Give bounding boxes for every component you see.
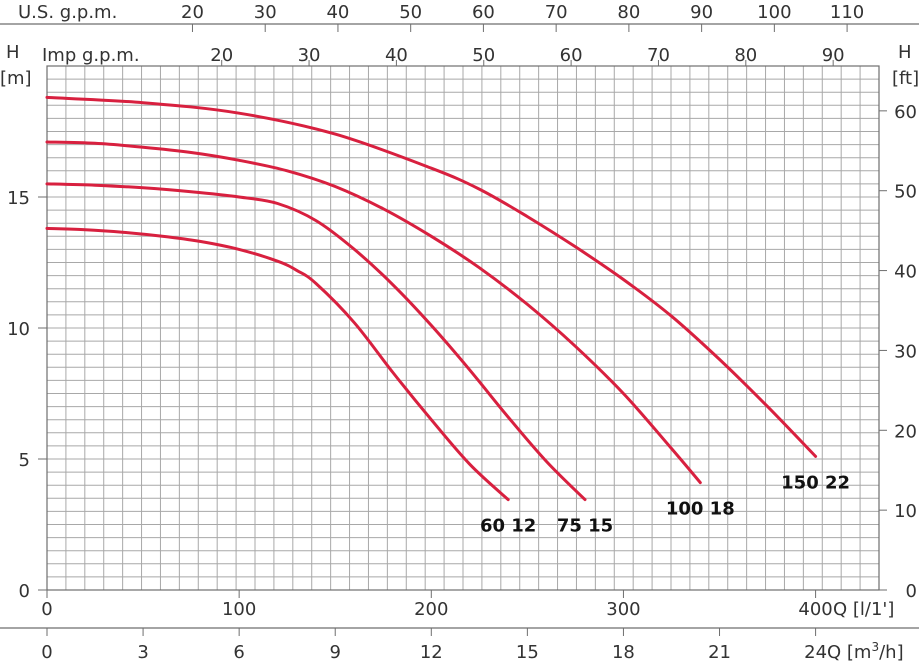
pump-curve (45, 182, 587, 502)
pump-curve (45, 140, 702, 485)
bottom-axis-m3h-label: Q [m3/h] (827, 640, 904, 663)
top-imp-tick-label: 70 (647, 45, 670, 66)
left-tick-label: 5 (19, 450, 30, 471)
grid (47, 66, 879, 590)
left-axis-title: H (6, 42, 20, 63)
right-tick-label: 40 (894, 262, 917, 283)
top-imp-tick-label: 20 (210, 45, 233, 66)
top-us-tick-label: 90 (690, 2, 713, 23)
bottom-axis-lpm-label: Q [l/1'] (833, 599, 894, 620)
top-us-tick-label: 80 (617, 2, 640, 23)
bottom-lpm-tick-label: 400 (798, 599, 832, 620)
pump-curves (45, 95, 818, 502)
top-us-tick-label: 100 (757, 2, 791, 23)
m3h-label-main: Q [m (827, 642, 871, 663)
top-axis-us-gpm-label: U.S. g.p.m. (18, 2, 117, 23)
m3h-label-superscript: 3 (871, 640, 879, 654)
top-imp-tick-label: 30 (298, 45, 321, 66)
right-axis-title: H (898, 42, 912, 63)
bottom-lpm-tick-label: 0 (41, 599, 52, 620)
top-us-tick-label: 50 (399, 2, 422, 23)
pump-curve (45, 95, 818, 458)
right-tick-label: 10 (894, 501, 917, 522)
bottom-m3h-tick-label: 24 (804, 642, 827, 663)
bottom-lpm-tick-label: 100 (222, 599, 256, 620)
right-tick-label: 0 (906, 581, 917, 602)
top-axis-imp-gpm-label: Imp g.p.m. (42, 45, 140, 66)
bottom-m3h-tick-label: 15 (516, 642, 539, 663)
left-tick-label: 0 (19, 581, 30, 602)
top-us-tick-label: 60 (472, 2, 495, 23)
right-tick-label: 60 (894, 102, 917, 123)
curve-labels: 60 12 75 15 100 18 150 22 (480, 472, 850, 536)
pump-curve-label: 75 15 (557, 516, 613, 537)
top-us-tick-label: 110 (830, 2, 864, 23)
right-axis-unit: [ft] (892, 68, 919, 89)
top-us-tick-label: 30 (254, 2, 277, 23)
bottom-m3h-tick-label: 12 (420, 642, 443, 663)
bottom-lpm-tick-label: 300 (606, 599, 640, 620)
top-imp-tick-label: 80 (734, 45, 757, 66)
bottom-lpm-tick-label: 200 (414, 599, 448, 620)
top-imp-tick-label: 90 (822, 45, 845, 66)
top-us-tick-label: 40 (326, 2, 349, 23)
bottom-m3h-tick-label: 3 (137, 642, 148, 663)
pump-curve (45, 226, 510, 502)
top-imp-tick-label: 40 (385, 45, 408, 66)
bottom-m3h-tick-label: 6 (233, 642, 244, 663)
pump-curve-label: 150 22 (781, 472, 850, 493)
left-tick-label: 15 (7, 188, 30, 209)
right-tick-label: 30 (894, 341, 917, 362)
top-us-tick-label: 70 (545, 2, 568, 23)
top-imp-tick-label: 60 (560, 45, 583, 66)
top-us-tick-label: 20 (181, 2, 204, 23)
pump-curve-label: 60 12 (480, 516, 536, 537)
left-tick-label: 10 (7, 319, 30, 340)
right-tick-label: 50 (894, 182, 917, 203)
m3h-label-end: /h] (879, 642, 904, 663)
pump-curve-label: 100 18 (666, 499, 735, 520)
right-tick-label: 20 (894, 421, 917, 442)
top-imp-tick-label: 50 (472, 45, 495, 66)
bottom-m3h-tick-label: 18 (612, 642, 635, 663)
bottom-m3h-tick-label: 21 (708, 642, 731, 663)
left-axis-unit: [m] (0, 68, 32, 89)
bottom-m3h-tick-label: 0 (41, 642, 52, 663)
bottom-m3h-tick-label: 9 (329, 642, 340, 663)
